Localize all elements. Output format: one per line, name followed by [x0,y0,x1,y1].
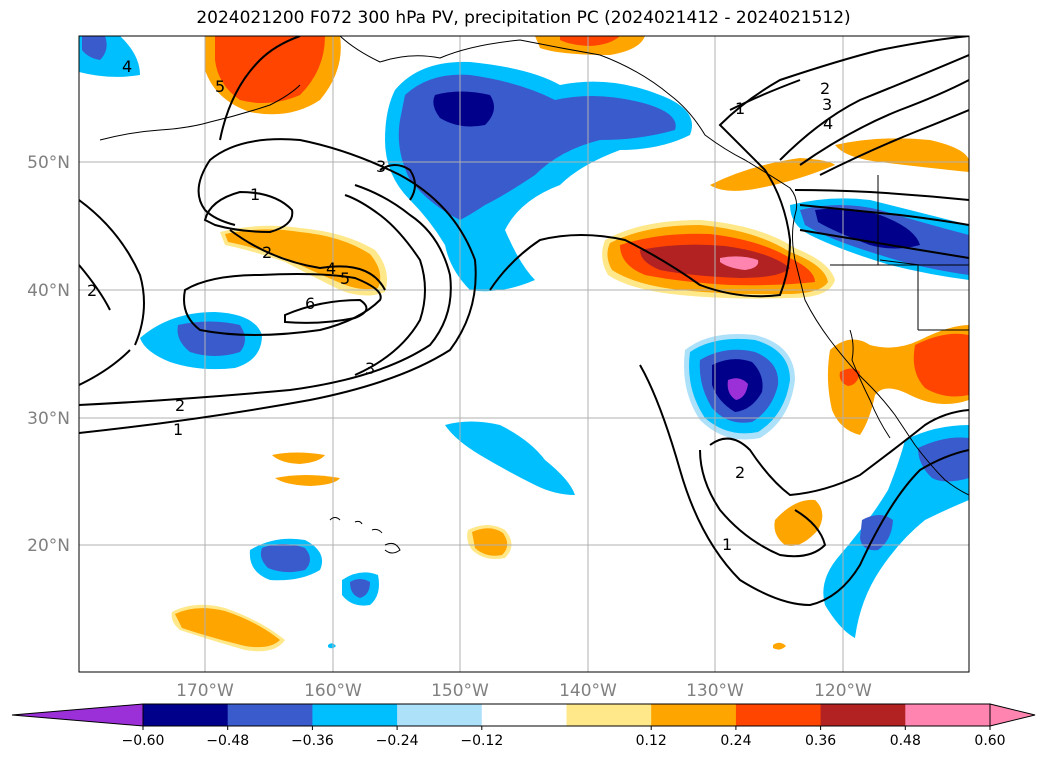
colorbar-tick-label: 0.12 [636,733,667,749]
pv-label: 5 [215,77,225,96]
pv-label: 6 [305,294,315,313]
map-content: 1 2 3 4 5 6 2 1 3 2 1 2 3 4 1 2 4 5 [79,36,969,672]
pv-contour-subtropical-1 [639,364,969,607]
pv-label: 3 [822,95,832,114]
colorbar-segment [143,704,229,726]
lat-label: 40°N [27,281,70,301]
lon-label: 150°W [431,681,489,701]
pv-label: 2 [735,463,745,482]
colorbar-tick-label: −0.36 [291,733,334,749]
gridlines [79,36,969,672]
lon-label: 160°W [304,681,362,701]
pv-contour-4 [229,229,386,291]
pv-label: 4 [326,259,336,278]
coastlines [99,36,969,554]
colorbar-tick-label: −0.12 [460,733,503,749]
pv-label: 4 [823,114,833,133]
pv-label: 3 [365,359,375,378]
colorbar-segment [312,704,398,726]
lon-label: 130°W [686,681,744,701]
colorbar-segment [481,704,567,726]
lon-label: 170°W [176,681,234,701]
pv-contour-2 [79,184,452,406]
colorbar-segment [566,704,652,726]
pv-contour-6 [284,298,368,324]
pv-label: 5 [340,269,350,288]
pv-contour-labels: 1 2 3 4 5 6 2 1 3 2 1 2 3 4 1 2 4 5 [87,57,833,554]
pv-contour-east-3 [799,79,969,166]
lon-label: 140°W [559,681,617,701]
colorbar-extend-max [989,703,1036,727]
colorbar-tick-label: 0.24 [720,733,751,749]
pv-contour-1-small [203,190,294,234]
colorbar-tick-label: 0.36 [805,733,836,749]
pv-label: 2 [820,79,830,98]
precip-shading [79,36,969,652]
pv-label: 4 [122,57,132,76]
colorbar-segment [651,704,737,726]
colorbar-tick-label: −0.60 [122,733,165,749]
lat-label: 50°N [27,153,70,173]
colorbar-segment [820,704,906,726]
pv-contour-3 [344,164,426,376]
pv-label: 1 [173,420,183,439]
pv-contour-east-2 [729,54,969,161]
lat-labels: 50°N 40°N 30°N 20°N [27,153,70,556]
lon-labels: 170°W 160°W 150°W 140°W 130°W 120°W [176,681,872,701]
pv-contour-inner-2 [699,449,827,558]
colorbar-extend-min [11,703,144,727]
map-title: 2024021200 F072 300 hPa PV, precipitatio… [196,8,851,28]
colorbar-tick-label: 0.60 [974,733,1005,749]
pv-label: 1 [250,185,260,204]
colorbar-segment [735,704,822,726]
colorbar-tick-label: −0.48 [206,733,249,749]
pv-label: 2 [87,281,97,300]
colorbar-segment [905,704,991,726]
colorbar-tick-label: −0.24 [376,733,419,749]
pv-contour-1 [79,36,477,434]
alaska-coast [339,36,969,496]
lat-label: 20°N [27,536,70,556]
pv-contour-subtropical-2 [709,409,969,497]
colorbar-tick-label: 0.48 [890,733,921,749]
colorbar: −0.60 −0.48 −0.36 −0.24 −0.12 0.12 0.24 0.36 0.4… [11,703,1036,749]
lon-label: 120°W [814,681,872,701]
pv-label: 3 [376,157,386,176]
pv-contours [79,36,969,607]
pv-contour-5 [183,273,382,336]
pv-label: 2 [175,396,185,415]
colorbar-outline [142,703,991,727]
pv-contour-east-4 [819,109,969,176]
lat-label: 30°N [27,409,70,429]
pv-label: 1 [722,535,732,554]
colorbar-segment [397,704,483,726]
pv-label: 1 [735,99,745,118]
pv-label: 2 [262,243,272,262]
colorbar-segment [227,704,313,726]
map-frame [78,35,970,673]
aleutian-islands [99,84,301,141]
pv-contour-east-1 [489,36,969,298]
